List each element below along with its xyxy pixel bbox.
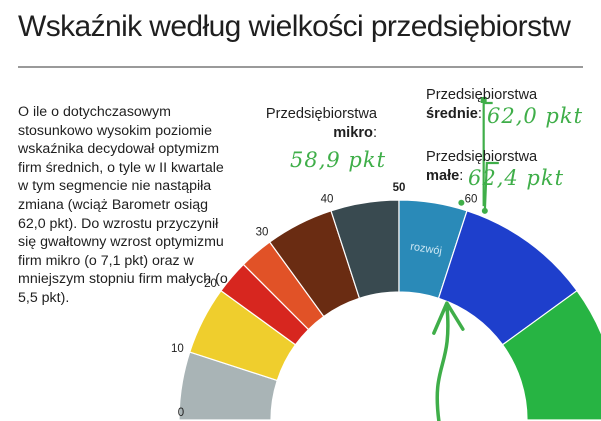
label-male-line1: Przedsiębiorstwa [426, 149, 538, 165]
value-srednie: 62,0 pkt [487, 104, 584, 128]
label-srednie-suffix: : [477, 106, 482, 122]
label-male: Przedsiębiorstwa małe: [426, 148, 537, 186]
tick-label-50: 50 [393, 182, 406, 194]
marker-mikro [458, 199, 465, 206]
gauge-segments: rozwój [178, 199, 601, 421]
label-mikro-suffix: : [372, 125, 377, 141]
tick-label-10: 10 [171, 343, 184, 355]
tick-label-0: 0 [178, 407, 184, 419]
marker-male-dot [481, 207, 488, 214]
page-title: Wskaźnik według wielkości przedsiębiorst… [18, 10, 571, 43]
marker-srednie-box [480, 97, 487, 103]
label-mikro: Przedsiębiorstwa mikro: [255, 105, 377, 143]
value-male: 62,4 pkt [468, 166, 565, 190]
label-male-bold: małe [426, 168, 460, 184]
tick-label-60: 60 [465, 193, 478, 205]
tick-label-20: 20 [204, 278, 217, 290]
gauge-annotations [432, 97, 499, 421]
label-srednie-line1: Przedsiębiorstwa [426, 87, 538, 103]
gauge-segment-80-100 [501, 289, 601, 421]
label-mikro-line1: Przedsiębiorstwa [265, 106, 377, 122]
gauge-tick-labels: 0102030405060100[pkt] [171, 182, 478, 419]
label-srednie: Przedsiębiorstwa średnie: [426, 86, 537, 124]
label-mikro-bold: mikro [333, 125, 373, 141]
gauge-needle-head [432, 301, 465, 335]
description-text: O ile o dotychczasowym stosunkowo wysoki… [18, 104, 228, 306]
title-divider [18, 66, 583, 68]
segment-label-rozwoj: rozwój [409, 241, 442, 258]
gauge-needle [435, 303, 450, 421]
label-srednie-bold: średnie [426, 106, 478, 122]
value-mikro: 58,9 pkt [290, 148, 387, 172]
tick-label-40: 40 [321, 193, 334, 205]
tick-label-30: 30 [256, 226, 269, 238]
label-male-suffix: : [459, 168, 464, 184]
marker-male [483, 161, 499, 211]
